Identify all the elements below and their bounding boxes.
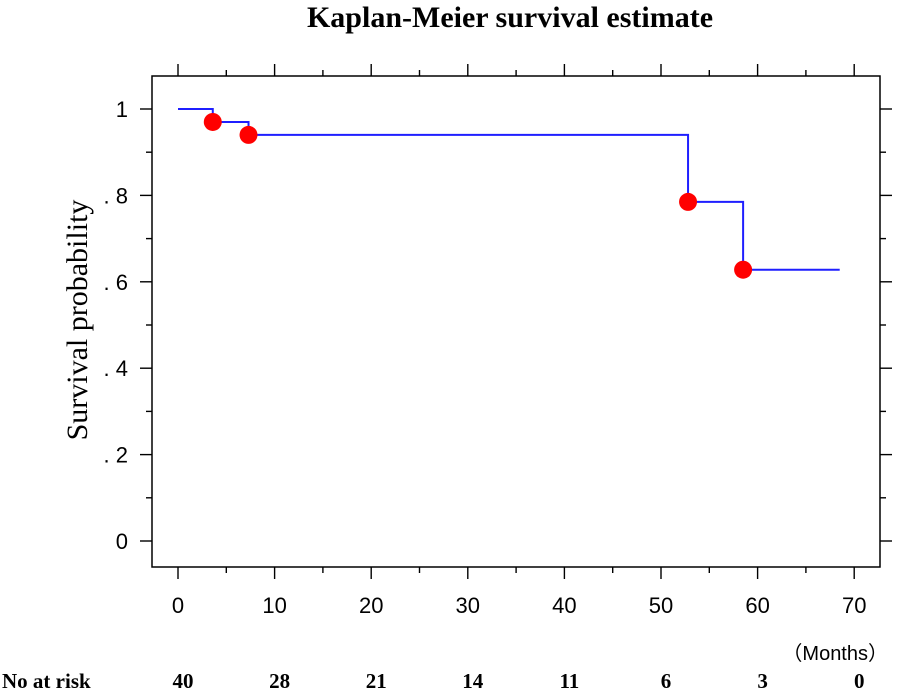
risk-count: 0 <box>854 669 865 691</box>
y-tick-label: . 4 <box>104 356 128 381</box>
chart-title: Kaplan-Meier survival estimate <box>307 1 713 34</box>
x-unit-label: （Months） <box>782 642 888 665</box>
x-tick-label: 30 <box>456 593 480 618</box>
risk-count: 40 <box>173 669 194 691</box>
censor-mark <box>734 260 753 279</box>
x-tick-labels: 0 10 20 30 40 50 60 70 <box>172 593 867 618</box>
x-tick-label: 40 <box>552 593 576 618</box>
y-tick-label: . 6 <box>104 270 128 295</box>
risk-count: 6 <box>661 669 672 691</box>
x-tick-label: 10 <box>262 593 286 618</box>
y-axis-label: Survival probability <box>61 200 94 441</box>
risk-count: 28 <box>269 669 290 691</box>
censor-marks <box>203 112 753 279</box>
x-tick-label: 0 <box>172 593 184 618</box>
risk-table-counts: 40 28 21 14 11 6 3 0 <box>173 669 865 691</box>
y-tick-label: . 8 <box>104 183 128 208</box>
y-tick-labels: 0 . 2 . 4 . 6 . 8 1 <box>104 97 128 554</box>
censor-mark <box>679 192 698 211</box>
y-tick-label: 1 <box>116 97 128 122</box>
risk-count: 14 <box>462 669 484 691</box>
x-tick-label: 20 <box>359 593 383 618</box>
risk-count: 21 <box>366 669 387 691</box>
censor-mark <box>203 112 222 131</box>
x-tick-label: 50 <box>649 593 673 618</box>
censor-mark <box>239 125 258 144</box>
risk-table-label: No at risk <box>2 669 91 691</box>
y-tick-label: . 2 <box>104 443 128 468</box>
risk-count: 3 <box>757 669 768 691</box>
risk-count: 11 <box>559 669 579 691</box>
axis-ticks <box>140 64 892 579</box>
x-tick-label: 70 <box>842 593 866 618</box>
x-tick-label: 60 <box>745 593 769 618</box>
plot-frame <box>151 75 881 568</box>
y-tick-label: 0 <box>116 529 128 554</box>
